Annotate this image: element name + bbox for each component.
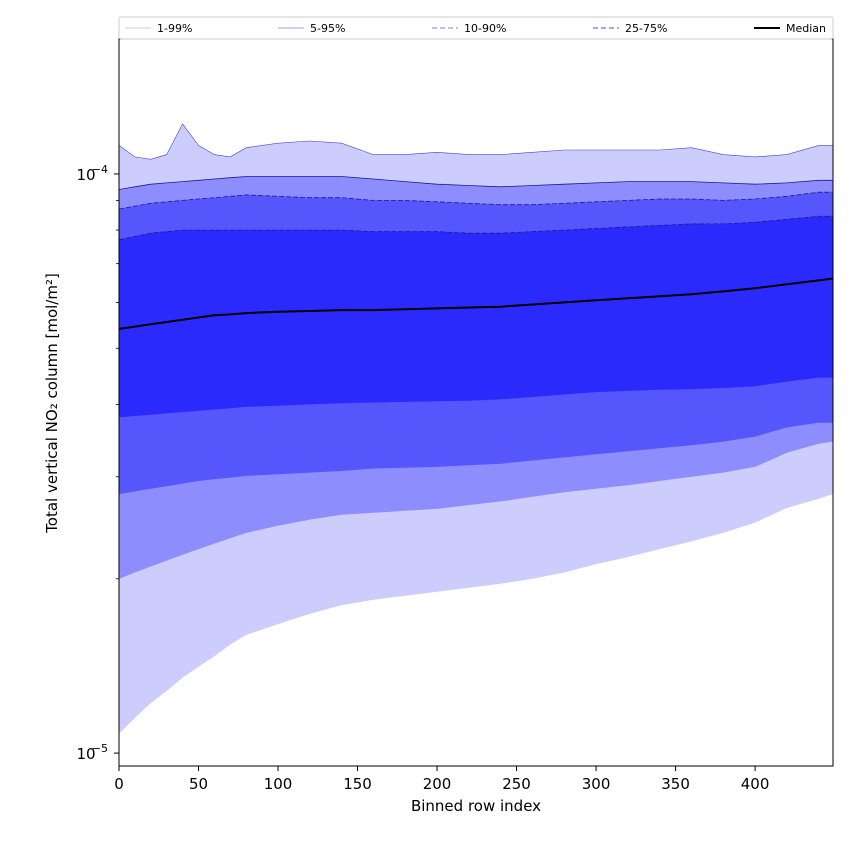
- y-tick-label: 10: [76, 166, 95, 184]
- x-tick-label: 300: [582, 775, 611, 793]
- x-tick-label: 250: [502, 775, 531, 793]
- band-25-75%: [119, 216, 833, 418]
- band-edge-5-95%: [119, 176, 833, 190]
- series-Median: [119, 277, 833, 330]
- legend: 1-99% 5-95% 10-90% 25-75% Median: [118, 16, 834, 40]
- y-tick-label: 10: [76, 745, 95, 763]
- legend-label: Median: [786, 22, 826, 35]
- lines-layer: [119, 123, 833, 330]
- x-tick-label: 100: [264, 775, 293, 793]
- y-tick-label-exponent: −4: [92, 163, 108, 176]
- x-axis: 0 50 100 150 200 250 300 350 400: [114, 766, 769, 793]
- legend-label: 10-90%: [464, 22, 506, 35]
- x-tick-label: 400: [741, 775, 770, 793]
- legend-label: 25-75%: [625, 22, 667, 35]
- y-axis: 10−510−4: [76, 163, 119, 763]
- legend-label: 1-99%: [157, 22, 192, 35]
- x-axis-label: Binned row index: [411, 797, 541, 815]
- bands-layer: [119, 123, 833, 734]
- band-edge-10-90%: [119, 191, 833, 210]
- legend-label: 5-95%: [310, 22, 345, 35]
- x-tick-label: 200: [423, 775, 452, 793]
- y-axis-label: Total vertical NO₂ column [mol/m²]: [43, 273, 61, 534]
- legend-box: [118, 16, 834, 40]
- x-tick-label: 150: [343, 775, 372, 793]
- x-tick-label: 350: [661, 775, 690, 793]
- band-edge-1-99%: [119, 123, 833, 160]
- band-edge-25-75%: [119, 215, 833, 241]
- y-tick-label-exponent: −5: [92, 742, 108, 755]
- x-tick-label: 0: [114, 775, 124, 793]
- x-tick-label: 50: [189, 775, 208, 793]
